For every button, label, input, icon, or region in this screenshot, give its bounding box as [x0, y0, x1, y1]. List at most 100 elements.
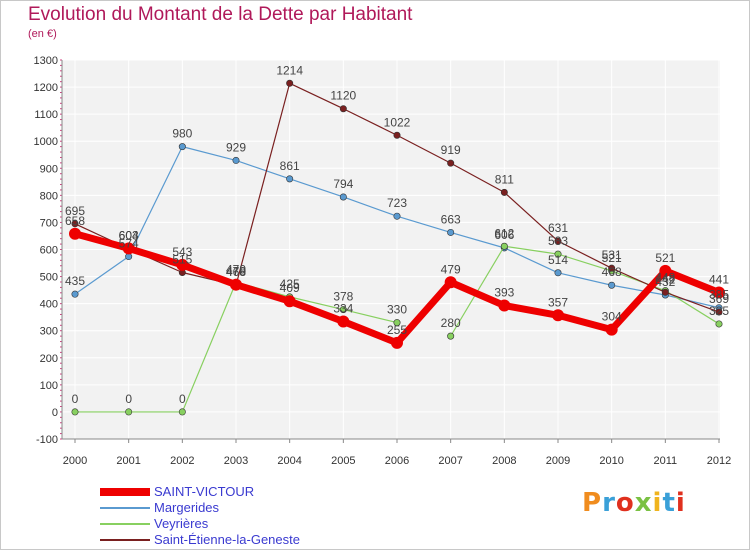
- series-point: [286, 175, 294, 183]
- series-point: [339, 105, 347, 113]
- data-label: 385: [709, 288, 729, 302]
- series-point: [444, 276, 457, 289]
- data-label: 369: [709, 292, 729, 306]
- series-line-segment: [396, 215, 452, 234]
- series-line-segment: [611, 284, 666, 296]
- series-point: [500, 242, 508, 250]
- series-line-segment: [235, 82, 291, 286]
- series-point: [447, 228, 455, 236]
- data-label: 468: [602, 265, 622, 279]
- y-tick-label: 400: [40, 299, 58, 311]
- series-line-segment: [235, 159, 291, 180]
- legend-swatch-veyrieres: [100, 523, 150, 525]
- series-line-segment: [608, 267, 669, 334]
- data-label: 255: [387, 323, 407, 337]
- data-label: 723: [387, 196, 407, 210]
- data-label: 479: [441, 262, 461, 276]
- data-label: 521: [602, 251, 622, 265]
- legend-label-saint-etienne-la-geneste: Saint-Étienne-la-Geneste: [154, 532, 300, 547]
- series-point: [498, 299, 511, 312]
- data-label: 521: [655, 251, 675, 265]
- x-tick-label: 2002: [170, 455, 194, 467]
- series-line-segment: [232, 281, 294, 305]
- series-line-segment: [611, 267, 666, 293]
- series-point: [500, 188, 508, 196]
- series-line-segment: [396, 134, 452, 164]
- series-point: [122, 242, 135, 255]
- series-line-segment: [289, 178, 344, 198]
- y-tick-label: 1300: [34, 55, 58, 67]
- series-line-segment: [664, 291, 720, 313]
- series-point: [713, 286, 725, 299]
- y-tick-label: 100: [40, 380, 58, 392]
- data-label: 393: [494, 286, 514, 300]
- x-tick-label: 2010: [599, 455, 623, 467]
- data-label: 606: [494, 228, 514, 242]
- data-label: 0: [179, 392, 186, 406]
- series-point: [554, 269, 562, 277]
- series-point: [69, 227, 81, 240]
- series-line-segment: [557, 240, 613, 269]
- x-tick-label: 2006: [385, 455, 409, 467]
- data-label: 357: [548, 295, 568, 309]
- x-tick-label: 2008: [492, 455, 516, 467]
- series-line-segment: [557, 253, 613, 272]
- data-label: 1120: [330, 89, 356, 103]
- data-label: 658: [65, 214, 85, 228]
- logo-letter: r: [602, 488, 616, 518]
- data-label: 330: [387, 303, 407, 317]
- series-line-segment: [71, 230, 133, 252]
- series-point: [178, 408, 186, 416]
- data-label: 604: [119, 228, 139, 242]
- data-label: 325: [709, 304, 729, 318]
- y-tick-label: 500: [40, 272, 58, 284]
- data-label: 574: [119, 237, 139, 251]
- series-line-segment: [447, 278, 508, 310]
- legend-swatch-saint-etienne-la-geneste: [100, 539, 150, 541]
- series-point: [230, 278, 242, 291]
- series-point: [661, 288, 669, 296]
- y-tick-label: 1100: [34, 109, 58, 121]
- series-point: [393, 212, 401, 220]
- logo-letter: i: [652, 488, 663, 518]
- series-point: [286, 79, 294, 87]
- series-line-segment: [503, 191, 559, 242]
- series-point: [393, 131, 401, 139]
- series-line-segment: [289, 82, 344, 110]
- data-label: 378: [333, 290, 353, 304]
- data-label: 442: [655, 272, 675, 286]
- y-tick-label: -100: [36, 434, 58, 446]
- series-line-segment: [181, 281, 237, 413]
- y-tick-label: 1200: [34, 82, 58, 94]
- data-label: 479: [226, 262, 246, 276]
- series-line-segment: [393, 278, 455, 347]
- data-label: 409: [280, 281, 300, 295]
- series-point: [605, 323, 618, 336]
- series-line-segment: [339, 318, 401, 347]
- x-tick-label: 2000: [63, 455, 87, 467]
- logo-letter: o: [615, 488, 635, 518]
- y-tick-label: 1000: [34, 136, 58, 148]
- series-line-segment: [554, 311, 616, 334]
- series-line-segment: [74, 255, 130, 295]
- data-label: 861: [280, 159, 300, 173]
- data-label: 432: [655, 275, 675, 289]
- series-point: [178, 143, 186, 151]
- data-label: 1214: [276, 63, 303, 77]
- series-line-segment: [178, 261, 240, 289]
- logo-letter: P: [582, 488, 603, 518]
- series-point: [125, 408, 133, 416]
- series-point: [608, 264, 616, 272]
- data-label: 441: [709, 273, 729, 287]
- series-line-segment: [125, 244, 186, 269]
- proxiti-logo: Proxiti: [582, 488, 686, 518]
- data-label: 304: [602, 310, 622, 324]
- data-label: 448: [655, 271, 675, 285]
- y-tick-label: 0: [52, 407, 58, 419]
- series-point: [71, 408, 79, 416]
- x-tick-label: 2003: [224, 455, 248, 467]
- logo-letter: x: [634, 488, 653, 518]
- data-label: 425: [280, 277, 300, 291]
- data-label: 531: [602, 248, 622, 262]
